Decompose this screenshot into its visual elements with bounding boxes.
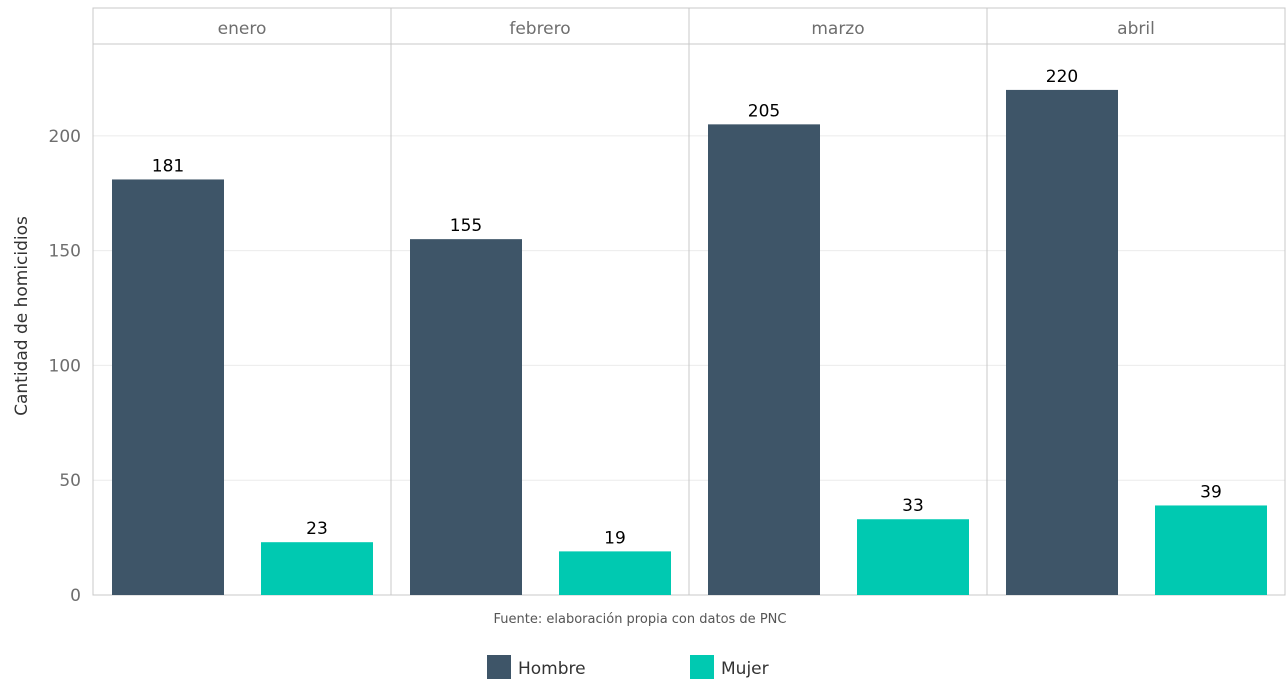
bar-mujer-abril bbox=[1155, 505, 1267, 595]
facet-panel-border bbox=[986, 7, 1286, 596]
data-label: 155 bbox=[450, 216, 482, 236]
y-axis: 0 50 100 150 200 bbox=[49, 127, 81, 606]
bar-mujer-enero bbox=[261, 542, 373, 595]
y-tick-label: 150 bbox=[49, 242, 81, 262]
y-tick-label: 50 bbox=[59, 471, 81, 491]
legend: Hombre Mujer bbox=[487, 655, 769, 679]
y-tick-label: 100 bbox=[49, 356, 81, 376]
data-labels: 181 155 205 220 23 19 33 39 bbox=[152, 67, 1222, 548]
data-label: 39 bbox=[1200, 482, 1222, 502]
data-label: 181 bbox=[152, 156, 184, 176]
bar-hombre-enero bbox=[112, 179, 224, 595]
facet-strip-label: febrero bbox=[509, 19, 570, 39]
data-label: 23 bbox=[306, 519, 328, 539]
legend-label-hombre: Hombre bbox=[518, 659, 586, 679]
bar-hombre-marzo bbox=[708, 124, 820, 596]
legend-label-mujer: Mujer bbox=[721, 659, 769, 679]
chart-caption: Fuente: elaboración propia con datos de … bbox=[494, 612, 787, 627]
facet-strip-label: enero bbox=[218, 19, 267, 39]
data-label: 33 bbox=[902, 496, 924, 516]
data-label: 19 bbox=[604, 528, 626, 548]
data-label: 220 bbox=[1046, 67, 1078, 87]
bar-hombre-abril bbox=[1006, 89, 1118, 596]
bar-mujer-marzo bbox=[857, 519, 969, 595]
legend-key-hombre bbox=[487, 655, 511, 679]
bar-mujer-febrero bbox=[559, 551, 671, 595]
bars bbox=[112, 89, 1267, 596]
y-tick-label: 0 bbox=[70, 586, 81, 606]
facet-strip-label: marzo bbox=[811, 19, 864, 39]
y-axis-title: Cantidad de homicidios bbox=[12, 216, 32, 416]
legend-key-mujer bbox=[690, 655, 714, 679]
data-label: 205 bbox=[748, 101, 780, 121]
facet-strip-label: abril bbox=[1117, 19, 1155, 39]
y-tick-label: 200 bbox=[49, 127, 81, 147]
bar-hombre-febrero bbox=[410, 239, 522, 596]
facet-panels: enero febrero marzo abril bbox=[92, 7, 1286, 596]
